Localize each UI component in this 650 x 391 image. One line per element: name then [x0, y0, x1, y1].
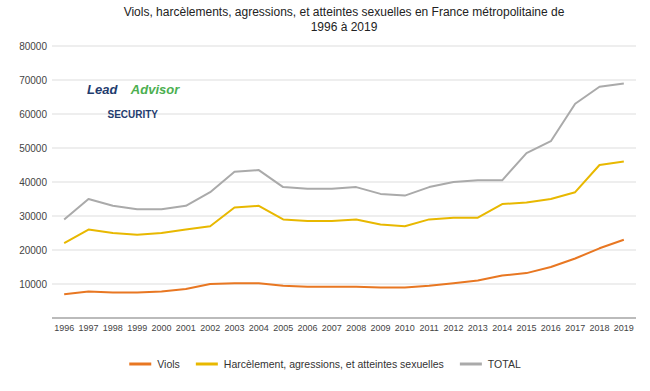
- grid-line: [52, 182, 636, 183]
- annotation: Advisor: [130, 82, 180, 97]
- x-tick-label: 2001: [176, 323, 196, 333]
- y-tick-label: 10000: [19, 279, 47, 290]
- grid-line: [52, 148, 636, 149]
- legend-item: Viols: [129, 358, 180, 370]
- x-tick-label: 2019: [614, 323, 634, 333]
- series-line: [64, 162, 624, 244]
- x-tick-label: 2014: [492, 323, 512, 333]
- series-line: [64, 240, 624, 294]
- title: Viols, harcèlements, agressions, et atte…: [124, 5, 565, 34]
- grid-line: [52, 250, 636, 251]
- y-tick-label: 50000: [19, 143, 47, 154]
- x-tick-label: 1996: [54, 323, 74, 333]
- grid-line: [52, 284, 636, 285]
- x-tick-label: 1998: [103, 323, 123, 333]
- legend-label: Viols: [157, 358, 180, 370]
- chart: Viols, harcèlements, agressions, et atte…: [0, 0, 650, 391]
- x-tick-label: 2008: [346, 323, 366, 333]
- lines: [64, 83, 624, 294]
- x-tick-label: 1999: [127, 323, 147, 333]
- legend-item: Harcèlement, agressions, et atteintes se…: [196, 358, 444, 370]
- y-tick-label: 70000: [19, 75, 47, 86]
- x-tick-label: 2010: [395, 323, 415, 333]
- grid-line: [52, 318, 636, 319]
- y-tick-label: 20000: [19, 245, 47, 256]
- annotation: SECURITY: [107, 109, 158, 120]
- x-tick-label: 2006: [297, 323, 317, 333]
- y-tick-label: 80000: [19, 41, 47, 52]
- legend-swatch: [460, 363, 482, 366]
- grid-line: [52, 216, 636, 217]
- x-tick-label: 2000: [151, 323, 171, 333]
- legend-label: TOTAL: [488, 358, 521, 370]
- legend: Viols Harcèlement, agressions, et atteint…: [129, 358, 521, 370]
- x-tick-label: 2007: [322, 323, 342, 333]
- x-tick-label: 1997: [78, 323, 98, 333]
- grid-line: [52, 46, 636, 47]
- y-tick-label: 60000: [19, 109, 47, 120]
- legend-swatch: [129, 363, 151, 366]
- x-axis-line: [52, 318, 636, 319]
- x-tick-label: 2016: [541, 323, 561, 333]
- x-tick-label: 2005: [273, 323, 293, 333]
- y-tick-label: 40000: [19, 177, 47, 188]
- grid: [52, 46, 636, 318]
- x-tick-label: 2015: [516, 323, 536, 333]
- x-tick-label: 2012: [443, 323, 463, 333]
- x-tick-label: 2002: [200, 323, 220, 333]
- x-tick-label: 2004: [249, 323, 269, 333]
- y-tick-label: 30000: [19, 211, 47, 222]
- legend-swatch: [196, 363, 218, 366]
- grid-line: [52, 80, 636, 81]
- legend-label: Harcèlement, agressions, et atteintes se…: [224, 358, 444, 370]
- series-line: [64, 83, 624, 219]
- x-tick-label: 2017: [565, 323, 585, 333]
- annotation: Lead: [87, 82, 118, 97]
- x-tick-label: 2013: [468, 323, 488, 333]
- x-tick-label: 2003: [224, 323, 244, 333]
- x-tick-label: 2011: [419, 323, 438, 333]
- x-tick-label: 2009: [370, 323, 390, 333]
- x-tick-label: 2018: [589, 323, 609, 333]
- legend-item: TOTAL: [460, 358, 521, 370]
